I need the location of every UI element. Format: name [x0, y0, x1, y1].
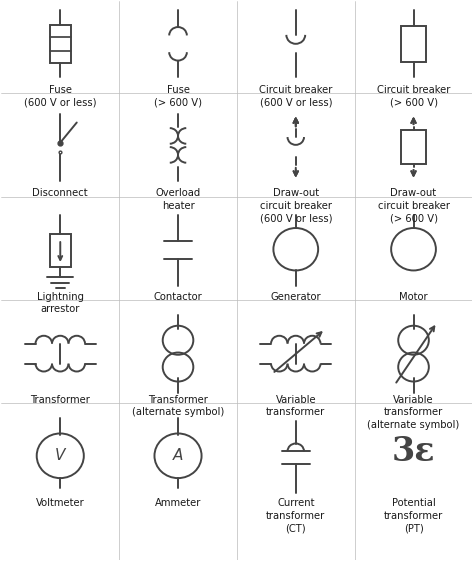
Text: Variable
transformer: Variable transformer	[266, 395, 325, 417]
Text: V: V	[55, 448, 65, 463]
Text: Fuse
(600 V or less): Fuse (600 V or less)	[24, 85, 97, 108]
Text: Current
transformer
(CT): Current transformer (CT)	[266, 498, 325, 533]
Text: Voltmeter: Voltmeter	[36, 498, 85, 508]
Text: Transformer
(alternate symbol): Transformer (alternate symbol)	[132, 395, 224, 417]
Text: Transformer: Transformer	[30, 395, 90, 405]
Text: Potential
transformer
(PT): Potential transformer (PT)	[384, 498, 443, 533]
Bar	[401, 26, 427, 62]
Bar	[401, 130, 427, 164]
Text: Disconnect: Disconnect	[32, 188, 88, 199]
Text: Draw-out
circuit breaker
(> 600 V): Draw-out circuit breaker (> 600 V)	[377, 188, 449, 223]
Text: Motor: Motor	[399, 292, 428, 302]
Text: Circuit breaker
(600 V or less): Circuit breaker (600 V or less)	[259, 85, 332, 108]
Text: A: A	[173, 448, 183, 463]
Bar	[50, 233, 71, 267]
Text: 3ε: 3ε	[392, 435, 435, 468]
Text: Draw-out
circuit breaker
(600 V or less): Draw-out circuit breaker (600 V or less)	[260, 188, 332, 223]
Text: Lightning
arrestor: Lightning arrestor	[37, 292, 84, 314]
Text: Circuit breaker
(> 600 V): Circuit breaker (> 600 V)	[377, 85, 450, 108]
Text: Fuse
(> 600 V): Fuse (> 600 V)	[154, 85, 202, 108]
Text: Overload
heater: Overload heater	[155, 188, 201, 211]
Text: Variable
transformer
(alternate symbol): Variable transformer (alternate symbol)	[367, 395, 460, 430]
Bar	[50, 25, 71, 63]
Text: Ammeter: Ammeter	[155, 498, 201, 508]
Text: Contactor: Contactor	[154, 292, 202, 302]
Text: Generator: Generator	[271, 292, 321, 302]
